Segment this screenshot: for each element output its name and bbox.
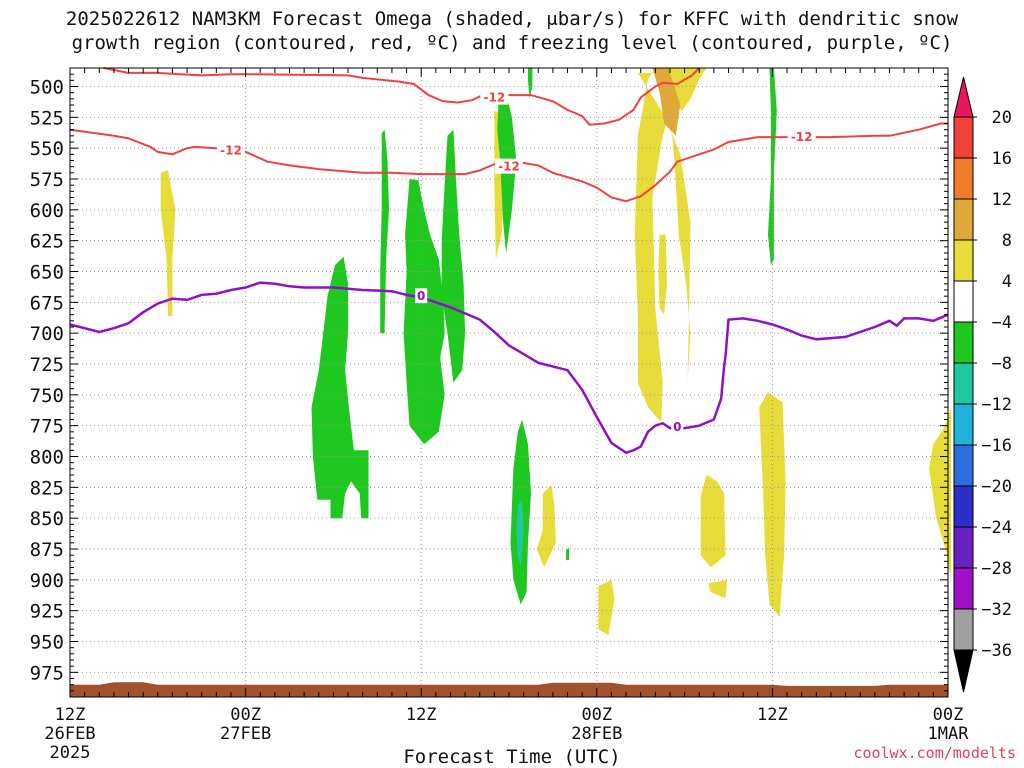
omega-shade-region [380, 129, 389, 334]
y-tick-label: 625 [30, 231, 64, 253]
y-tick-label: 875 [30, 539, 64, 561]
colorbar-label: −36 [981, 641, 1012, 661]
y-tick-label: 775 [30, 416, 64, 438]
y-tick-label: 900 [30, 570, 64, 592]
y-tick-label: 575 [30, 169, 64, 191]
freezing-level-contour [69, 281, 949, 455]
x-tick-label: 26FEB [44, 724, 95, 744]
y-tick-label: 500 [30, 77, 64, 99]
x-tick-label: 12Z [406, 705, 437, 725]
dendritic-contour-label: -12 [498, 160, 520, 174]
colorbar-label: 16 [992, 149, 1012, 169]
omega-shade-region [768, 68, 777, 266]
contour-label-bg [480, 89, 509, 105]
dendritic-contour-label: -12 [220, 144, 242, 158]
y-tick-label: 700 [30, 323, 64, 345]
x-tick-label: 1MAR [928, 724, 970, 744]
colorbar-label: −28 [981, 559, 1012, 579]
omega-shade-region [658, 234, 667, 315]
colorbar-label: 20 [992, 108, 1012, 128]
colorbar-bottom-triangle [953, 649, 974, 693]
x-tick-label: 27FEB [220, 724, 271, 744]
chart-title-line-1: 2025022612 NAM3KM Forecast Omega (shaded… [65, 8, 959, 30]
omega-shade-region [441, 129, 466, 383]
colorbar-label: 12 [992, 190, 1012, 210]
x-tick-label: 12Z [757, 705, 788, 725]
y-tick-label: 600 [30, 200, 64, 222]
x-tick-label: 12Z [55, 705, 86, 725]
source-credit: coolwx.com/modelts [853, 744, 1016, 762]
y-tick-label: 550 [30, 138, 64, 160]
y-tick-label: 675 [30, 292, 64, 314]
omega-shade-region [403, 179, 445, 445]
colorbar-label: −12 [981, 395, 1012, 415]
y-tick-label: 800 [30, 447, 64, 469]
colorbar-swatch [953, 157, 974, 200]
colorbar-label: −4 [992, 313, 1012, 333]
y-tick-label: 975 [30, 662, 64, 684]
omega-shade-region [516, 499, 524, 568]
colorbar-label: −24 [981, 518, 1012, 538]
colorbar-label: −32 [981, 600, 1012, 620]
contour-label-bg [415, 288, 428, 304]
dendritic-contour-upper [103, 67, 700, 126]
y-tick-label: 825 [30, 477, 64, 499]
y-tick-label: 650 [30, 262, 64, 284]
x-tick-label: 2025 [50, 743, 91, 763]
omega-shade-region [598, 579, 615, 636]
colorbar-swatch [953, 526, 974, 569]
y-tick-label: 850 [30, 508, 64, 530]
y-tick-label: 950 [30, 632, 64, 654]
colorbar-swatch [953, 567, 974, 610]
x-tick-label: 28FEB [571, 724, 622, 744]
freezing-level-label: 0 [417, 289, 425, 303]
omega-shade-region [528, 68, 533, 99]
colorbar-top-triangle [953, 76, 974, 118]
colorbar-swatch [953, 362, 974, 405]
colorbar-swatch [953, 403, 974, 446]
colorbar-swatch [953, 444, 974, 487]
omega-shade-region [311, 256, 369, 519]
freezing-level-label: 0 [673, 420, 681, 434]
colorbar-swatch [953, 280, 974, 323]
omega-shade-region [536, 484, 556, 568]
x-tick-label: 00Z [581, 705, 612, 725]
chart-title-line-2: growth region (contoured, red, ºC) and f… [71, 32, 953, 54]
omega-shade-region [566, 547, 569, 561]
omega-shade-region [634, 68, 707, 422]
contour-label-bg [787, 129, 816, 145]
colorbar-swatch [953, 198, 974, 241]
dendritic-contour-label: -12 [484, 91, 506, 105]
omega-shade-region [708, 579, 727, 599]
y-tick-label: 750 [30, 385, 64, 407]
omega-shade-region [160, 170, 176, 316]
colorbar-label: 8 [1002, 231, 1012, 251]
colorbar-swatch [953, 239, 974, 282]
contour-label-bg [495, 158, 523, 174]
colorbar-swatch [953, 485, 974, 528]
x-tick-label: 00Z [933, 705, 964, 725]
y-tick-label: 925 [30, 601, 64, 623]
dendritic-contour-label: -12 [791, 130, 813, 144]
colorbar-label: −20 [981, 477, 1012, 497]
contour-label-bg [671, 418, 684, 434]
y-tick-label: 525 [30, 107, 64, 129]
colorbar-label: −8 [992, 354, 1012, 374]
y-tick-label: 725 [30, 354, 64, 376]
colorbar-swatch [953, 608, 974, 651]
x-axis-title: Forecast Time (UTC) [403, 746, 621, 768]
x-tick-label: 00Z [230, 705, 261, 725]
colorbar-label: 4 [1002, 272, 1012, 292]
colorbar-label: −16 [981, 436, 1012, 456]
contour-label-bg [216, 142, 245, 158]
colorbar-swatch [953, 116, 974, 159]
omega-shade-region [700, 475, 726, 568]
colorbar-swatch [953, 321, 974, 364]
